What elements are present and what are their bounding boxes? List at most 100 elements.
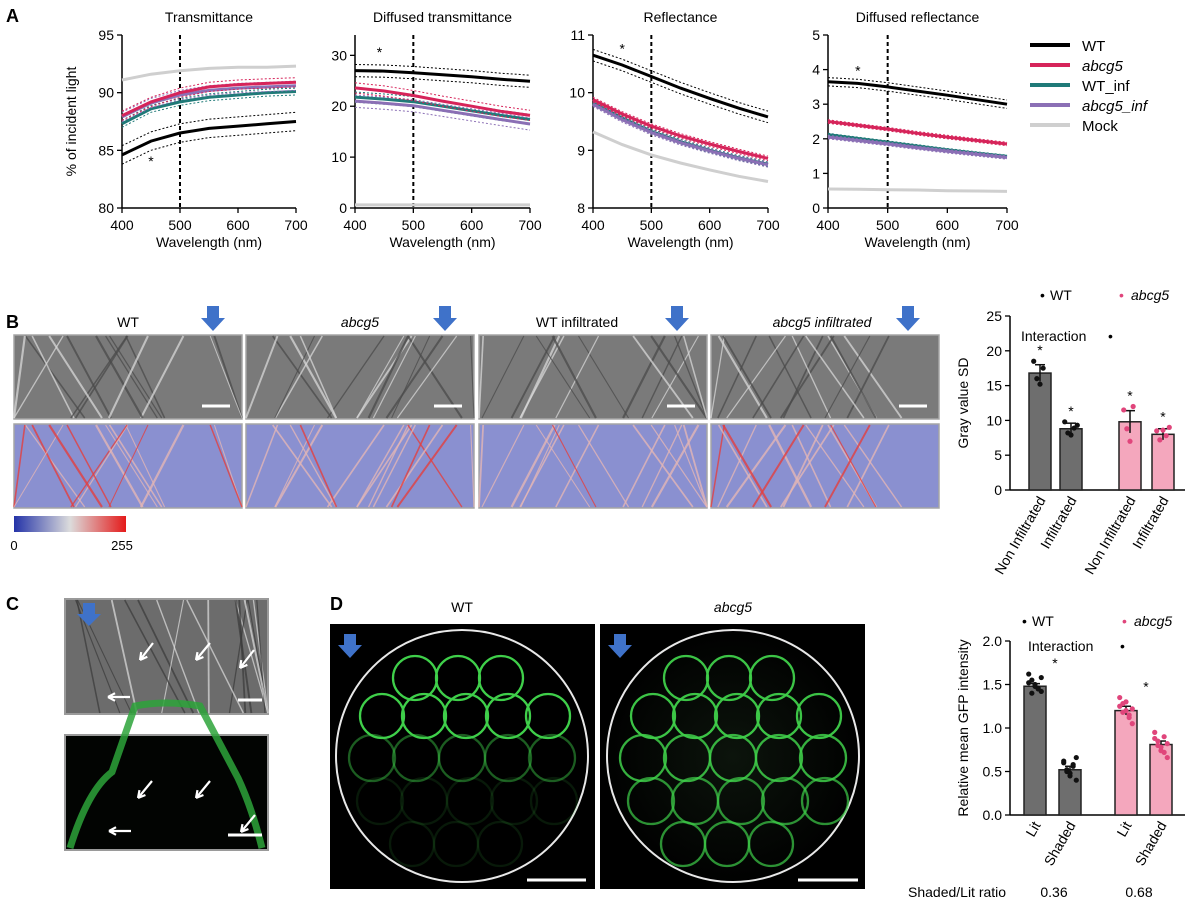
x-tick-label: Lit (1113, 818, 1134, 839)
data-point (1129, 721, 1135, 727)
x-tick-label: 500 (168, 217, 192, 233)
streak (161, 599, 185, 714)
x-tick-label: 700 (756, 217, 780, 233)
heatmap-4 (710, 423, 940, 509)
series-line-Mock (827, 187, 1008, 193)
y-axis-label: Gray value SD (955, 357, 971, 448)
legend-label-abcg5-inf: abcg5_inf (1082, 98, 1149, 115)
series-band-lower-WT (827, 85, 1008, 109)
x-tick-label: Lit (1022, 818, 1043, 839)
y-tick-label: 20 (986, 343, 1002, 359)
legend-label-abcg5: abcg5 (1082, 58, 1124, 75)
line-chart-diffused-transmittance: Diffused transmittance 0 10 20 30 400 500 600 70… (331, 9, 541, 250)
legend-panel-a: WT abcg5 WT_inf abcg5_inf Mock (1030, 38, 1149, 135)
bar-chart-relative-gfp: 0.0 0.5 1.0 1.5 2.0 Relative mean GFP intensi… (955, 613, 1185, 868)
chart-title: Diffused reflectance (856, 9, 980, 25)
panel-c-images (64, 598, 269, 851)
data-point (1061, 758, 1067, 764)
chart-title: Diffused transmittance (373, 9, 512, 25)
x-axis-label: Wavelength (nm) (156, 234, 262, 250)
legend-label-wt: WT (1032, 613, 1054, 629)
streak (228, 599, 248, 714)
y-tick-label: 10 (986, 412, 1002, 428)
x-tick-label: 600 (936, 217, 960, 233)
pointer-arrow (238, 649, 255, 670)
streak (234, 599, 253, 714)
series-line-WT (827, 80, 1008, 106)
data-point (1037, 381, 1043, 387)
y-tick-label: 30 (331, 47, 347, 63)
data-point (1117, 703, 1123, 709)
interaction-marker: • (1108, 328, 1113, 344)
epidermal-cells-wt (347, 654, 579, 868)
panel-label-a: A (6, 6, 19, 26)
pointer-arrow (108, 826, 131, 836)
ratio-row-label: Shaded/Lit ratio (908, 884, 1006, 900)
y-tick-label: 5 (812, 27, 820, 43)
micrograph-c-green (64, 734, 269, 851)
streak (186, 599, 244, 714)
data-point (1062, 419, 1068, 425)
streak (124, 599, 186, 714)
series-band-upper-WT (592, 48, 769, 112)
legend-marker-abcg5: • (1122, 613, 1127, 629)
heatmap-3 (478, 423, 708, 509)
x-tick-label: 400 (581, 217, 605, 233)
light-direction-arrow (201, 306, 225, 331)
light-direction-arrow (77, 603, 101, 626)
line-chart-reflectance: Reflectance 8 9 10 11 400 500 600 700 Wavelength … (569, 9, 779, 250)
chart-title: Reflectance (644, 9, 718, 25)
x-tick-label: 700 (284, 217, 308, 233)
series-band-upper-WT_inf (592, 100, 769, 163)
data-point (1064, 767, 1070, 773)
data-point (1155, 742, 1161, 749)
data-point (1038, 674, 1044, 681)
x-tick-label: 600 (698, 217, 722, 233)
series-band-upper-abcg5 (592, 96, 769, 157)
data-point (1121, 407, 1127, 413)
data-point (1152, 735, 1158, 742)
image-label-wt-infiltrated: WT infiltrated (536, 314, 618, 330)
data-point (1031, 358, 1037, 364)
light-direction-arrow (665, 306, 689, 331)
y-tick-label: 4 (812, 62, 820, 78)
x-tick-label: 400 (816, 217, 840, 233)
data-point (1073, 754, 1079, 761)
series-line-abcg5 (354, 86, 531, 117)
y-tick-label: 3 (812, 96, 820, 112)
series-line-WT (121, 120, 297, 157)
legend-marker-abcg5: • (1119, 287, 1124, 303)
x-tick-label: 700 (518, 217, 542, 233)
series-band-lower-WT (592, 60, 769, 124)
epidermis-outline (66, 699, 266, 850)
series-band-lower-WT (121, 130, 297, 165)
data-point (1163, 433, 1169, 439)
series-band-upper-abcg5_inf (354, 94, 531, 119)
image-label-d-abcg5: abcg5 (714, 599, 752, 615)
pointer-arrow (239, 814, 256, 834)
y-tick-label: 2 (812, 131, 820, 147)
y-tick-label: 5 (994, 447, 1002, 463)
bar-WT-non-infiltrated (1028, 372, 1052, 491)
y-axis-label: % of incident light (63, 67, 79, 177)
data-point (1164, 754, 1170, 761)
line-chart-transmittance: Transmittance 80 85 90 95 400 500 600 700 Wavelen… (63, 9, 308, 250)
x-tick-label: 400 (343, 217, 367, 233)
data-point (1124, 426, 1130, 432)
image-label-wt: WT (117, 314, 139, 330)
y-tick-label: 9 (577, 142, 585, 158)
significance-star: * (1127, 387, 1133, 403)
y-tick-label: 15 (986, 378, 1002, 394)
streak (243, 599, 269, 714)
x-tick-label: 500 (876, 217, 900, 233)
series-band-lower-WT_inf (121, 94, 297, 128)
series-line-abcg5_inf (827, 135, 1008, 159)
y-axis-label: Relative mean GFP intensity (955, 639, 971, 816)
heatmap-2 (245, 423, 475, 509)
series-band-upper-WT (121, 111, 297, 147)
series-band-upper-WT (354, 64, 531, 76)
series-band-lower-abcg5_inf (354, 106, 531, 131)
x-axis-label: Wavelength (nm) (864, 234, 970, 250)
series-line-WT (354, 69, 531, 83)
